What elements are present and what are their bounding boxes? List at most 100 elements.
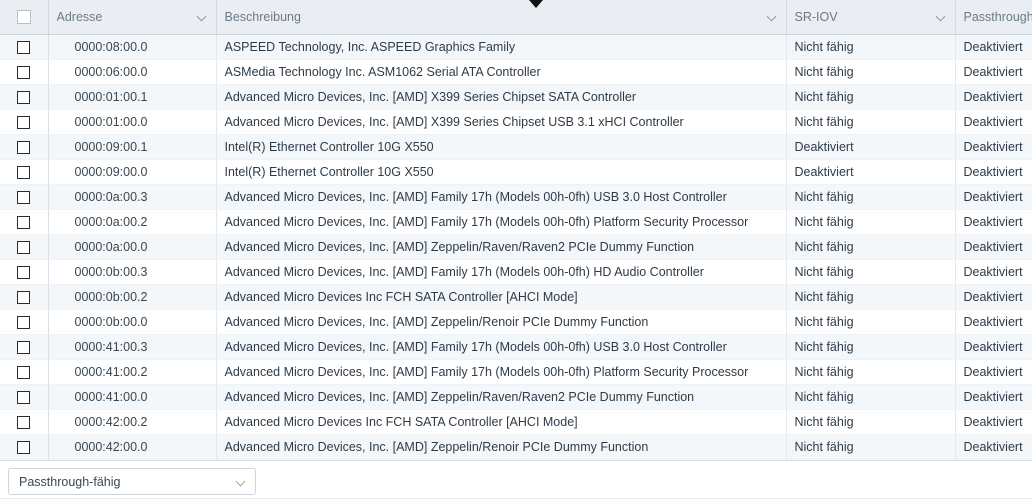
row-checkbox[interactable] bbox=[17, 315, 31, 329]
row-checkbox[interactable] bbox=[17, 65, 31, 79]
table-row[interactable]: 0000:06:00.0 ASMedia Technology Inc. ASM1… bbox=[0, 59, 1032, 85]
row-select-cell[interactable] bbox=[0, 159, 49, 185]
row-checkbox[interactable] bbox=[17, 390, 31, 404]
cell-address: 0000:09:00.1 bbox=[48, 134, 217, 160]
cell-passthrough: Deaktiviert bbox=[955, 384, 1032, 410]
row-select-cell[interactable] bbox=[0, 209, 49, 235]
table-row[interactable]: 0000:01:00.1 Advanced Micro Devices, Inc.… bbox=[0, 84, 1032, 110]
row-checkbox[interactable] bbox=[17, 440, 31, 454]
row-select-cell[interactable] bbox=[0, 334, 49, 360]
cell-passthrough: Deaktiviert bbox=[955, 259, 1032, 285]
table-row[interactable]: 0000:0a:00.2 Advanced Micro Devices, Inc.… bbox=[0, 209, 1032, 235]
cell-sriov: Deaktiviert bbox=[786, 134, 956, 160]
column-header-address[interactable]: Adresse bbox=[48, 0, 217, 35]
bottom-strip bbox=[0, 498, 1032, 504]
row-select-cell[interactable] bbox=[0, 234, 49, 260]
passthrough-filter-select[interactable]: Passthrough-fähig bbox=[8, 468, 256, 495]
cell-passthrough: Deaktiviert bbox=[955, 309, 1032, 335]
cell-passthrough: Deaktiviert bbox=[955, 109, 1032, 135]
row-select-cell[interactable] bbox=[0, 134, 49, 160]
table-row[interactable]: 0000:0a:00.0 Advanced Micro Devices, Inc.… bbox=[0, 234, 1032, 260]
table-row[interactable]: 0000:41:00.0 Advanced Micro Devices, Inc.… bbox=[0, 384, 1032, 410]
table-header-row: Adresse Beschreibung SR-IOV bbox=[0, 0, 1032, 35]
cell-address: 0000:09:00.0 bbox=[48, 159, 217, 185]
chevron-down-icon[interactable] bbox=[237, 477, 247, 487]
row-checkbox[interactable] bbox=[17, 90, 31, 104]
cell-description: Advanced Micro Devices, Inc. [AMD] Zeppe… bbox=[216, 434, 787, 460]
cell-passthrough: Deaktiviert bbox=[955, 409, 1032, 435]
cell-address: 0000:0b:00.2 bbox=[48, 284, 217, 310]
chevron-down-icon[interactable] bbox=[937, 12, 947, 22]
table-row[interactable]: 0000:08:00.0 ASPEED Technology, Inc. ASPE… bbox=[0, 34, 1032, 60]
column-header-passthrough-label: Passthrough bbox=[963, 9, 1032, 24]
cell-address: 0000:41:00.0 bbox=[48, 384, 217, 410]
cell-description: Advanced Micro Devices, Inc. [AMD] Famil… bbox=[216, 184, 787, 210]
table-row[interactable]: 0000:0b:00.2 Advanced Micro Devices Inc F… bbox=[0, 284, 1032, 310]
cell-description: Advanced Micro Devices, Inc. [AMD] Zeppe… bbox=[216, 309, 787, 335]
cell-sriov: Nicht fähig bbox=[786, 234, 956, 260]
table-row[interactable]: 0000:0b:00.3 Advanced Micro Devices, Inc.… bbox=[0, 259, 1032, 285]
cell-sriov: Nicht fähig bbox=[786, 209, 956, 235]
row-select-cell[interactable] bbox=[0, 84, 49, 110]
row-select-cell[interactable] bbox=[0, 184, 49, 210]
column-header-select-all[interactable] bbox=[0, 0, 49, 35]
row-select-cell[interactable] bbox=[0, 409, 49, 435]
cell-sriov: Nicht fähig bbox=[786, 59, 956, 85]
column-header-sriov[interactable]: SR-IOV bbox=[786, 0, 956, 35]
table-row[interactable]: 0000:0b:00.0 Advanced Micro Devices, Inc.… bbox=[0, 309, 1032, 335]
table-row[interactable]: 0000:42:00.0 Advanced Micro Devices, Inc.… bbox=[0, 434, 1032, 460]
row-select-cell[interactable] bbox=[0, 284, 49, 310]
cell-address: 0000:08:00.0 bbox=[48, 34, 217, 60]
cell-passthrough: Deaktiviert bbox=[955, 184, 1032, 210]
row-checkbox[interactable] bbox=[17, 165, 31, 179]
table-row[interactable]: 0000:42:00.2 Advanced Micro Devices Inc F… bbox=[0, 409, 1032, 435]
row-checkbox[interactable] bbox=[17, 115, 31, 129]
row-select-cell[interactable] bbox=[0, 259, 49, 285]
cell-sriov: Nicht fähig bbox=[786, 334, 956, 360]
cell-sriov: Nicht fähig bbox=[786, 34, 956, 60]
chevron-down-icon[interactable] bbox=[768, 12, 778, 22]
row-select-cell[interactable] bbox=[0, 109, 49, 135]
row-checkbox[interactable] bbox=[17, 365, 31, 379]
cell-sriov: Nicht fähig bbox=[786, 109, 956, 135]
table-header: Adresse Beschreibung SR-IOV bbox=[0, 0, 1032, 35]
row-checkbox[interactable] bbox=[17, 340, 31, 354]
table-row[interactable]: 0000:41:00.3 Advanced Micro Devices, Inc.… bbox=[0, 334, 1032, 360]
column-header-passthrough[interactable]: Passthrough bbox=[955, 0, 1032, 35]
row-checkbox[interactable] bbox=[17, 415, 31, 429]
row-checkbox[interactable] bbox=[17, 265, 31, 279]
select-all-checkbox[interactable] bbox=[16, 10, 31, 25]
table-row[interactable]: 0000:01:00.0 Advanced Micro Devices, Inc.… bbox=[0, 109, 1032, 135]
row-select-cell[interactable] bbox=[0, 434, 49, 460]
row-checkbox[interactable] bbox=[17, 140, 31, 154]
chevron-down-icon[interactable] bbox=[198, 12, 208, 22]
cell-sriov: Nicht fähig bbox=[786, 284, 956, 310]
row-checkbox[interactable] bbox=[17, 40, 31, 54]
table-row[interactable]: 0000:41:00.2 Advanced Micro Devices, Inc.… bbox=[0, 359, 1032, 385]
column-drag-marker-icon bbox=[529, 0, 543, 8]
row-select-cell[interactable] bbox=[0, 309, 49, 335]
row-checkbox[interactable] bbox=[17, 240, 31, 254]
cell-sriov: Nicht fähig bbox=[786, 309, 956, 335]
cell-passthrough: Deaktiviert bbox=[955, 334, 1032, 360]
row-select-cell[interactable] bbox=[0, 34, 49, 60]
table-row[interactable]: 0000:09:00.0 Intel(R) Ethernet Controller… bbox=[0, 159, 1032, 185]
cell-description: Advanced Micro Devices, Inc. [AMD] Famil… bbox=[216, 259, 787, 285]
row-checkbox[interactable] bbox=[17, 215, 31, 229]
row-checkbox[interactable] bbox=[17, 290, 31, 304]
row-select-cell[interactable] bbox=[0, 384, 49, 410]
row-select-cell[interactable] bbox=[0, 59, 49, 85]
column-header-address-label: Adresse bbox=[56, 9, 103, 24]
cell-description: Advanced Micro Devices, Inc. [AMD] Zeppe… bbox=[216, 234, 787, 260]
cell-description: ASMedia Technology Inc. ASM1062 Serial A… bbox=[216, 59, 787, 85]
cell-description: Advanced Micro Devices, Inc. [AMD] Zeppe… bbox=[216, 384, 787, 410]
cell-address: 0000:0b:00.3 bbox=[48, 259, 217, 285]
table-row[interactable]: 0000:0a:00.3 Advanced Micro Devices, Inc.… bbox=[0, 184, 1032, 210]
cell-address: 0000:0a:00.3 bbox=[48, 184, 217, 210]
row-checkbox[interactable] bbox=[17, 190, 31, 204]
row-select-cell[interactable] bbox=[0, 359, 49, 385]
cell-description: Intel(R) Ethernet Controller 10G X550 bbox=[216, 159, 787, 185]
column-header-description[interactable]: Beschreibung bbox=[216, 0, 787, 35]
table-row[interactable]: 0000:09:00.1 Intel(R) Ethernet Controller… bbox=[0, 134, 1032, 160]
